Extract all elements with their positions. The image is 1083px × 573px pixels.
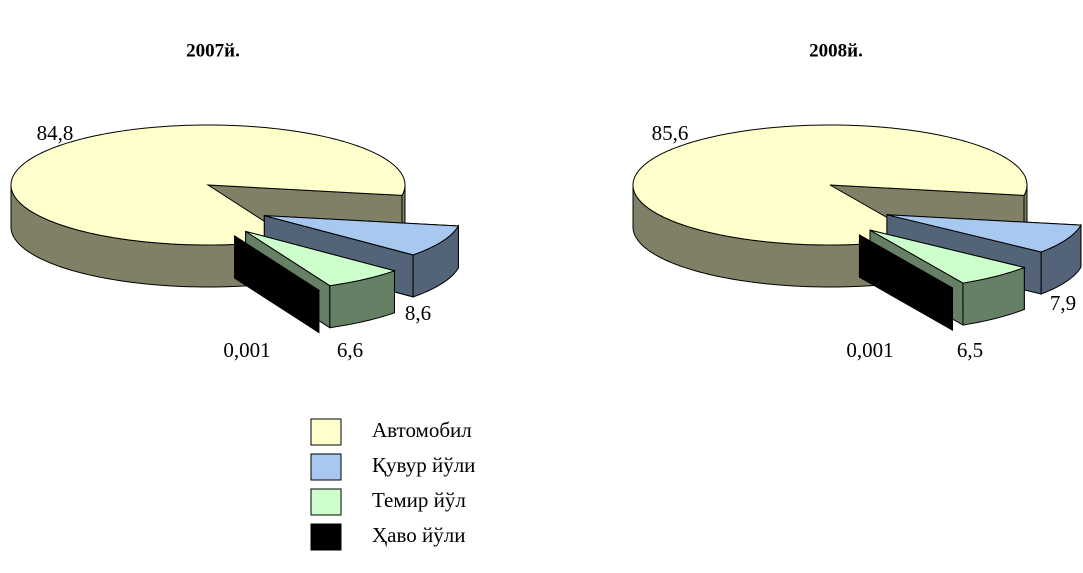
data-label: 0,001 [846, 338, 893, 362]
chart-title: 2007й. [186, 40, 240, 61]
legend-label: Қувур йўли [372, 453, 475, 477]
slice [234, 235, 321, 291]
legend-label: Ҳаво йўли [372, 523, 465, 547]
legend-swatch [310, 523, 342, 551]
data-label: 8,6 [405, 301, 431, 325]
chart-title: 2008й. [809, 40, 863, 61]
slice [245, 230, 397, 287]
data-label: 85,6 [652, 121, 689, 145]
slice [859, 234, 954, 289]
slice [10, 124, 406, 246]
legend-label: Темир йўл [372, 488, 466, 512]
data-label: 84,8 [37, 121, 74, 145]
data-label: 7,9 [1050, 291, 1076, 315]
slice [886, 214, 1082, 253]
legend-swatch [310, 488, 342, 516]
slice [264, 215, 460, 256]
slice [869, 229, 1026, 284]
legend-swatch [310, 453, 342, 481]
data-label: 0,001 [223, 338, 270, 362]
legend-swatch [310, 418, 342, 446]
legend-label: Автомобил [372, 418, 472, 442]
data-label: 6,6 [337, 338, 363, 362]
data-label: 6,5 [957, 338, 983, 362]
slice [632, 124, 1028, 246]
